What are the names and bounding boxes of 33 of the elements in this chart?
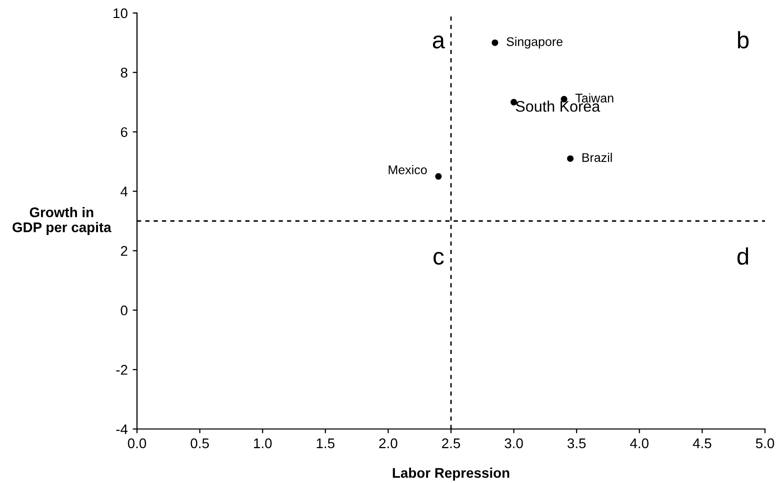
annotation: Singapore xyxy=(506,36,563,49)
point xyxy=(492,39,498,46)
x-axis-title: Labor Repression xyxy=(392,468,510,481)
y-tick-label: 6 xyxy=(120,127,128,138)
y-tick-label: 2 xyxy=(120,246,128,256)
x-tick-label: 1.0 xyxy=(254,438,272,448)
annotation: a xyxy=(432,36,446,48)
y-tick-label: -2 xyxy=(116,364,128,375)
x-tick-label: 0.0 xyxy=(128,438,146,448)
point xyxy=(567,155,574,162)
y-axis-title: Growth in GDP per capita xyxy=(12,207,112,235)
x-tick-label: 5.0 xyxy=(756,438,774,448)
y-tick-label: 4 xyxy=(120,186,128,196)
annotation: b xyxy=(738,31,749,48)
x-tick-label: 2.0 xyxy=(379,438,398,448)
annotation: d xyxy=(737,247,748,265)
x-tick-label: 0.5 xyxy=(190,438,209,448)
x-tick-label: 2.5 xyxy=(442,438,460,448)
x-tick-label: 1.5 xyxy=(316,438,334,448)
y-tick-label: 0 xyxy=(120,305,128,316)
y-tick-label: 10 xyxy=(114,8,128,18)
point xyxy=(435,173,442,180)
y-tick-label: 8 xyxy=(120,68,128,78)
x-tick-label: 4.0 xyxy=(630,438,649,448)
annotation: c xyxy=(434,252,444,265)
annotation: Mexico xyxy=(388,165,427,174)
x-tick-label: 4.5 xyxy=(692,438,712,448)
y-tick-label: -4 xyxy=(116,424,128,434)
x-tick-label: 3.5 xyxy=(567,438,586,448)
annotation: South Korea xyxy=(516,100,600,112)
x-tick-label: 3.0 xyxy=(504,438,523,448)
annotation: Brazil xyxy=(582,152,612,162)
annotation: Taiwan xyxy=(575,93,614,103)
